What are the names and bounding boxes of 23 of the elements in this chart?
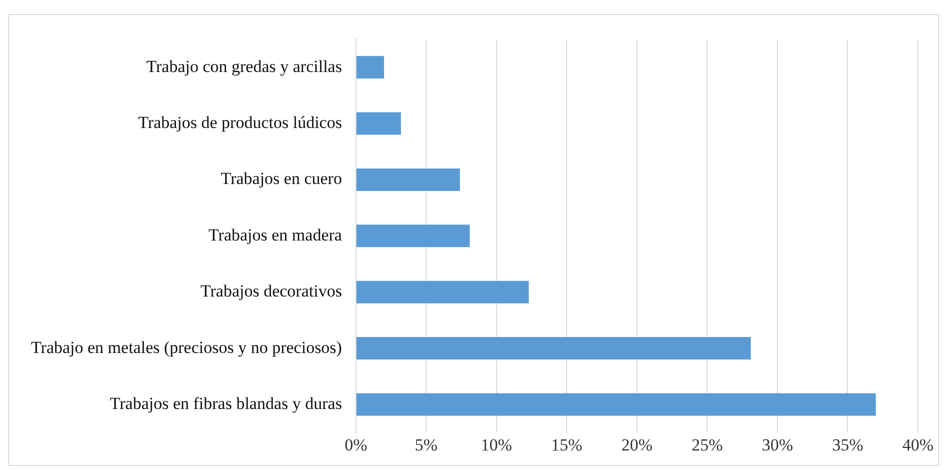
- y-tick-label: Trabajos en cuero: [220, 169, 342, 188]
- bar: [356, 112, 401, 135]
- y-tick-label: Trabajos de productos lúdicos: [138, 112, 342, 132]
- bar: [356, 393, 876, 416]
- bar: [356, 224, 470, 248]
- y-tick-label: Trabajo en metales (preciosos y no preciosos): [30, 338, 342, 357]
- y-tick-label: Trabajos en madera: [208, 225, 342, 244]
- x-tick-label: 35%: [832, 435, 864, 454]
- x-tick-label: 15%: [551, 435, 582, 454]
- x-tick-label: 5%: [414, 435, 438, 454]
- x-tick-label: 10%: [480, 435, 512, 454]
- y-tick-label: Trabajos decorativos: [200, 282, 342, 301]
- y-tick-label: Trabajo con gredas y arcillas: [146, 56, 342, 76]
- bar: [356, 280, 529, 304]
- y-tick-label: Trabajos en fibras blandas y duras: [110, 394, 342, 413]
- bar: [356, 168, 460, 191]
- bar: [356, 337, 751, 360]
- x-tick-label: 0%: [344, 435, 368, 454]
- x-tick-label: 25%: [692, 435, 723, 454]
- x-tick-label: 20%: [621, 435, 653, 454]
- bar: [356, 56, 384, 79]
- x-tick-label: 30%: [762, 435, 794, 454]
- x-tick-label: 40%: [902, 435, 934, 454]
